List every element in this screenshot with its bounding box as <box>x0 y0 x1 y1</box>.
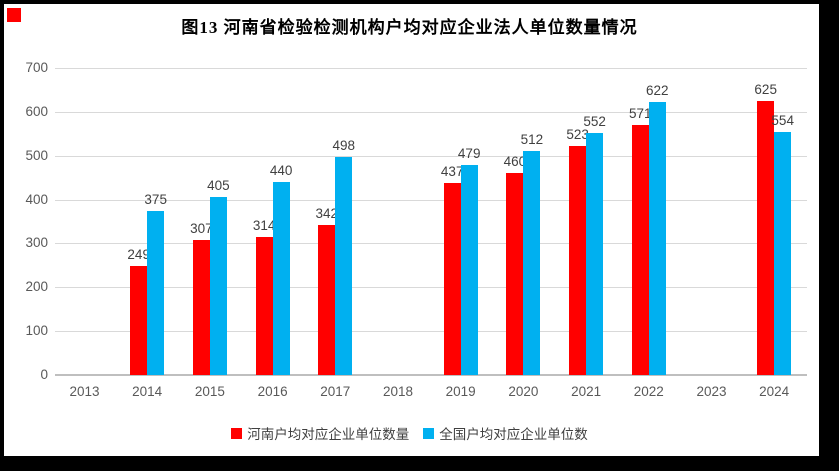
data-label-national-2020: 512 <box>520 131 544 147</box>
bar-henan-2022 <box>631 124 649 375</box>
x-axis-tick-2020: 2020 <box>508 384 539 399</box>
frame-border-bottom <box>0 456 839 471</box>
bar-national-2022 <box>648 102 666 375</box>
data-label-henan-2024: 625 <box>754 81 777 97</box>
x-axis-tick-2024: 2024 <box>759 384 790 399</box>
data-label-henan-2020: 460 <box>503 154 527 170</box>
data-label-national-2015: 405 <box>207 178 230 194</box>
gridline-400 <box>55 199 807 201</box>
y-axis-tick-100: 100 <box>25 323 48 339</box>
x-axis-tick-2017: 2017 <box>320 384 351 399</box>
data-label-henan-2017: 342 <box>315 206 339 221</box>
data-label-henan-2015: 307 <box>190 221 213 237</box>
gridline-600 <box>55 111 807 113</box>
legend-label-henan: 河南户均对应企业单位数量 <box>247 427 410 442</box>
y-axis-tick-600: 600 <box>25 103 48 119</box>
bar-henan-2016 <box>255 237 273 375</box>
x-axis-tick-2022: 2022 <box>633 384 664 399</box>
data-label-national-2019: 479 <box>457 145 481 161</box>
x-axis-tick-2015: 2015 <box>194 384 225 399</box>
frame-border-top <box>0 0 839 4</box>
bar-henan-2020 <box>506 173 524 375</box>
data-label-national-2017: 498 <box>332 137 356 153</box>
x-axis-tick-2018: 2018 <box>382 384 414 399</box>
frame-border-left <box>0 0 4 471</box>
bar-national-2016 <box>272 182 290 375</box>
bar-henan-2021 <box>569 145 587 375</box>
gridline-500 <box>55 155 807 157</box>
data-label-henan-2016: 314 <box>252 218 276 234</box>
legend-item-henan: 河南户均对应企业单位数量 <box>231 423 409 443</box>
y-axis-tick-400: 400 <box>25 191 48 207</box>
x-axis-tick-2023: 2023 <box>696 384 727 399</box>
gridline-300 <box>55 243 807 245</box>
y-axis-tick-300: 300 <box>25 235 48 251</box>
x-axis-line <box>55 374 807 376</box>
y-axis-tick-700: 700 <box>25 60 48 75</box>
legend: 河南户均对应企业单位数量 全国户均对应企业单位数 <box>0 423 819 443</box>
legend-label-national: 全国户均对应企业单位数 <box>439 427 588 442</box>
y-axis-tick-200: 200 <box>25 279 48 295</box>
bar-national-2019 <box>460 164 478 375</box>
legend-swatch-blue-icon <box>423 427 435 439</box>
bar-national-2014 <box>147 210 165 375</box>
data-label-henan-2014: 249 <box>127 246 150 262</box>
x-axis-tick-2016: 2016 <box>257 384 288 399</box>
y-axis-tick-500: 500 <box>25 147 48 163</box>
bar-henan-2014 <box>130 265 148 375</box>
data-label-henan-2021: 523 <box>566 126 589 142</box>
gridline-200 <box>55 287 807 289</box>
gridline-700 <box>55 68 807 69</box>
bar-national-2021 <box>586 132 604 375</box>
bar-national-2015 <box>209 197 227 375</box>
data-label-henan-2022: 571 <box>629 105 652 121</box>
legend-item-national: 全国户均对应企业单位数 <box>423 423 588 443</box>
bar-henan-2017 <box>318 225 336 375</box>
chart-title: 图13 河南省检验检测机构户均对应企业法人单位数量情况 <box>181 18 638 37</box>
data-label-henan-2019: 437 <box>440 164 464 180</box>
legend-swatch-red-icon <box>231 427 243 439</box>
x-axis-tick-2013: 2013 <box>69 384 100 399</box>
corner-red-marker-icon <box>7 8 21 22</box>
data-label-national-2022: 622 <box>646 83 669 99</box>
y-axis-tick-0: 0 <box>40 367 48 382</box>
x-axis-tick-2014: 2014 <box>132 384 163 399</box>
data-label-national-2021: 552 <box>583 113 606 129</box>
x-axis-tick-2021: 2021 <box>571 384 602 399</box>
gridline-100 <box>55 331 807 333</box>
data-label-national-2014: 375 <box>144 191 167 207</box>
x-axis-tick-2019: 2019 <box>445 384 476 399</box>
bar-national-2020 <box>523 150 541 375</box>
frame-border-right <box>819 0 839 471</box>
bar-henan-2019 <box>443 183 461 375</box>
data-label-national-2024: 554 <box>771 113 794 128</box>
bar-henan-2015 <box>192 240 210 375</box>
bar-henan-2024 <box>757 100 775 375</box>
data-label-national-2016: 440 <box>269 163 293 178</box>
bar-national-2024 <box>774 132 792 375</box>
bar-national-2017 <box>335 156 353 375</box>
